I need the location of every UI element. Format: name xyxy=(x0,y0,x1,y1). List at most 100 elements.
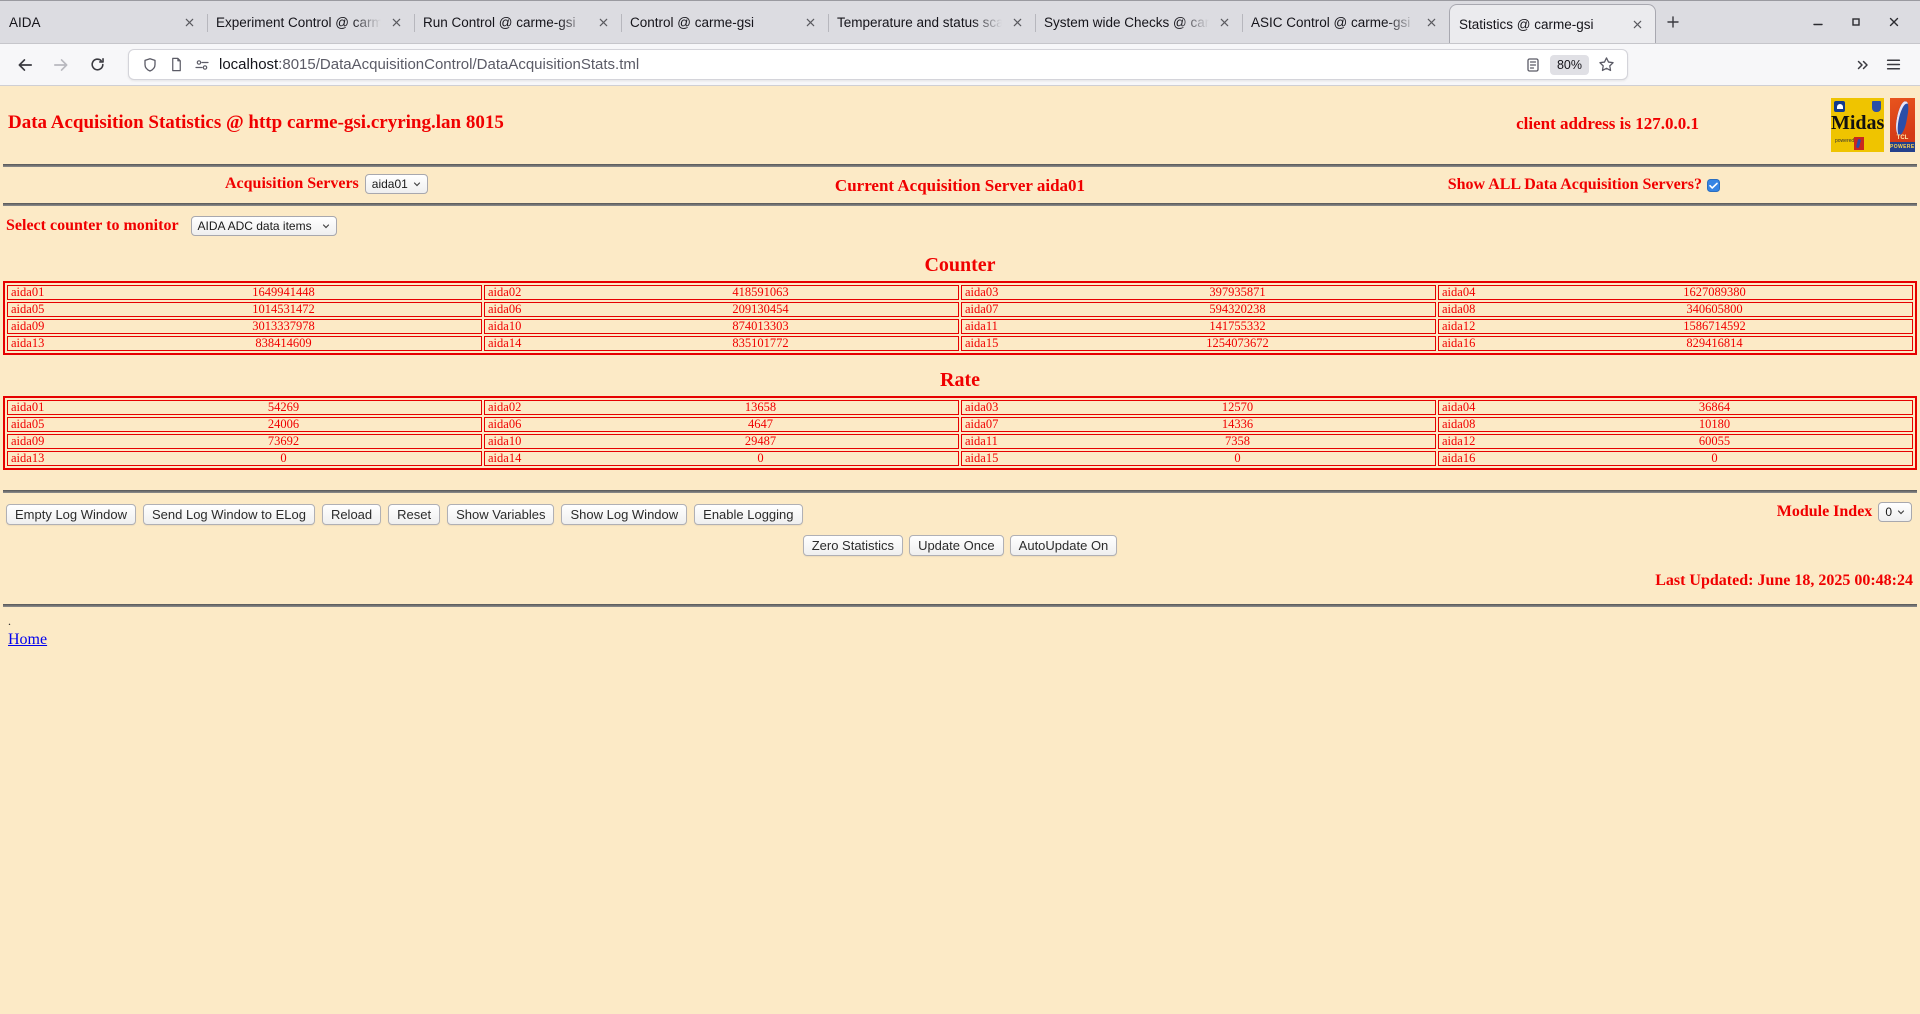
page-title: Data Acquisition Statistics @ http carme… xyxy=(8,112,504,133)
channel-label: aida07 xyxy=(965,417,999,431)
overflow-chevrons-icon[interactable] xyxy=(1855,57,1871,73)
channel-label: aida06 xyxy=(488,302,522,316)
counter-cell-aida04: aida04 1627089380 xyxy=(1438,285,1913,300)
channel-label: aida15 xyxy=(965,336,999,350)
close-icon xyxy=(185,18,193,26)
rate-row: aida09 73692 aida10 29487 aida11 7358 aida12 60… xyxy=(7,434,1913,449)
shield-icon[interactable] xyxy=(137,52,163,78)
module-index-select[interactable]: 0 xyxy=(1878,502,1912,522)
tab-label: Experiment Control @ carme xyxy=(216,14,381,30)
counter-row: aida09 3013337978 aida10 874013303 aida11 141… xyxy=(7,319,1913,334)
show-all-checkbox[interactable] xyxy=(1707,178,1720,192)
close-icon xyxy=(1013,18,1021,26)
page-icon[interactable] xyxy=(163,52,189,78)
reload-button[interactable]: Reload xyxy=(321,504,382,525)
channel-label: aida14 xyxy=(488,451,522,465)
counter-cell-aida01: aida01 1649941448 xyxy=(7,285,482,300)
tab-close-button[interactable] xyxy=(1215,13,1233,31)
channel-label: aida07 xyxy=(965,302,999,316)
rate-cell-aida03: aida03 12570 xyxy=(961,400,1436,415)
counter-cell-aida06: aida06 209130454 xyxy=(484,302,959,317)
tab-temperature-and-status-scan[interactable]: Temperature and status scan xyxy=(828,1,1035,43)
counter-monitor-select[interactable]: AIDA ADC data items xyxy=(190,216,337,236)
show-variables-button[interactable]: Show Variables xyxy=(447,504,555,525)
tab-close-button[interactable] xyxy=(594,13,612,31)
tab-strip: AIDA Experiment Control @ carme Run Contro… xyxy=(0,1,1656,43)
channel-label: aida11 xyxy=(965,434,998,448)
channel-value: 1586714592 xyxy=(1683,319,1746,333)
tab-statistics-carme-gsi[interactable]: Statistics @ carme-gsi xyxy=(1449,4,1656,43)
channel-value: 29487 xyxy=(744,434,777,448)
counter-cell-aida10: aida10 874013303 xyxy=(484,319,959,334)
acquisition-servers-group: Acquisition Servers aida01 xyxy=(225,174,428,194)
toolbar-right xyxy=(1855,56,1920,73)
minimize-icon xyxy=(1813,23,1823,26)
home-link[interactable]: Home xyxy=(8,631,48,648)
counter-cell-aida09: aida09 3013337978 xyxy=(7,319,482,334)
rate-heading: Rate xyxy=(940,369,980,391)
tab-control-carme-gsi[interactable]: Control @ carme-gsi xyxy=(621,1,828,43)
reset-button[interactable]: Reset xyxy=(388,504,441,525)
channel-value: 141755332 xyxy=(1209,319,1266,333)
logo-box: Midas powered by TCL POWERED xyxy=(1831,98,1915,152)
current-server-text: Current Acquisition Server aida01 xyxy=(834,176,1086,195)
counter-monitor-value: AIDA ADC data items xyxy=(197,219,312,233)
new-tab-button[interactable] xyxy=(1656,1,1690,43)
tab-asic-control-carme-gsi[interactable]: ASIC Control @ carme-gsi xyxy=(1242,1,1449,43)
zero-statistics-button[interactable]: Zero Statistics xyxy=(802,535,904,556)
tab-system-wide-checks-carm[interactable]: System wide Checks @ carm xyxy=(1035,1,1242,43)
acquisition-server-select[interactable]: aida01 xyxy=(364,174,428,194)
tab-close-button[interactable] xyxy=(801,13,819,31)
back-arrow-icon xyxy=(18,58,33,71)
forward-button[interactable] xyxy=(44,49,78,81)
autoupdate-on-button[interactable]: AutoUpdate On xyxy=(1009,535,1118,556)
tab-close-button[interactable] xyxy=(1422,13,1440,31)
tab-aida[interactable]: AIDA xyxy=(0,1,207,43)
reader-mode-icon[interactable] xyxy=(1520,52,1546,78)
send-log-window-to-elog-button[interactable]: Send Log Window to ELog xyxy=(143,504,315,525)
channel-label: aida13 xyxy=(11,336,45,350)
midas-powered-text: powered by xyxy=(1835,138,1861,144)
back-button[interactable] xyxy=(8,49,42,81)
maximize-button[interactable] xyxy=(1842,8,1870,36)
forward-arrow-icon xyxy=(53,58,68,71)
menu-icon[interactable] xyxy=(1885,56,1902,73)
tab-close-button[interactable] xyxy=(1628,15,1646,33)
channel-value: 0 xyxy=(757,451,764,465)
tab-close-button[interactable] xyxy=(387,13,405,31)
permissions-icon[interactable] xyxy=(189,52,215,78)
channel-label: aida16 xyxy=(1442,336,1476,350)
client-address: client address is 127.0.0.1 xyxy=(1516,114,1699,133)
divider xyxy=(3,490,1917,493)
counter-cell-aida02: aida02 418591063 xyxy=(484,285,959,300)
rate-cell-aida15: aida15 0 xyxy=(961,451,1436,466)
show-log-window-button[interactable]: Show Log Window xyxy=(561,504,688,525)
url-bar[interactable]: localhost:8015/DataAcquisitionControl/Da… xyxy=(128,49,1628,80)
action-button-row: Zero Statistics Update Once AutoUpdate On xyxy=(0,535,1920,556)
update-once-button[interactable]: Update Once xyxy=(909,535,1004,556)
tab-close-button[interactable] xyxy=(1008,13,1026,31)
rate-row: aida01 54269 aida02 13658 aida03 12570 aida04 3… xyxy=(7,400,1913,415)
enable-logging-button[interactable]: Enable Logging xyxy=(694,504,803,525)
channel-value: 340605800 xyxy=(1686,302,1743,316)
rate-cell-aida01: aida01 54269 xyxy=(7,400,482,415)
tab-label: Temperature and status scan xyxy=(837,14,1002,30)
tcl-powered-strip: POWERED xyxy=(1890,142,1915,152)
close-window-button[interactable] xyxy=(1880,8,1908,36)
minimize-button[interactable] xyxy=(1804,8,1832,36)
tab-close-button[interactable] xyxy=(180,13,198,31)
tab-experiment-control-carme[interactable]: Experiment Control @ carme xyxy=(207,1,414,43)
bookmark-star-icon[interactable] xyxy=(1593,52,1619,78)
acquisition-servers-label: Acquisition Servers xyxy=(225,175,359,192)
tab-run-control-carme-gsi[interactable]: Run Control @ carme-gsi xyxy=(414,1,621,43)
module-index-label: Module Index xyxy=(1776,503,1873,520)
close-icon xyxy=(599,18,607,26)
empty-log-window-button[interactable]: Empty Log Window xyxy=(6,504,136,525)
channel-value: 3013337978 xyxy=(252,319,315,333)
zoom-level-button[interactable]: 80% xyxy=(1549,54,1589,75)
counter-row: aida05 1014531472 aida06 209130454 aida07 594… xyxy=(7,302,1913,317)
reload-button[interactable] xyxy=(80,49,114,81)
tab-label: ASIC Control @ carme-gsi xyxy=(1251,14,1411,30)
channel-value: 1254073672 xyxy=(1206,336,1269,350)
channel-label: aida04 xyxy=(1442,400,1476,414)
